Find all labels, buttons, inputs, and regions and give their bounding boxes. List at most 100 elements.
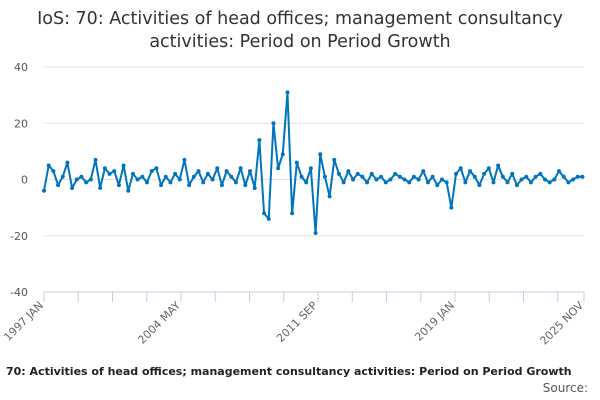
data-point: [140, 174, 145, 179]
x-tick-label: 2019 JAN: [412, 299, 457, 344]
y-axis: 40 20 0 -20 -40: [10, 61, 28, 299]
data-point: [552, 177, 557, 182]
data-point: [149, 169, 154, 174]
data-point: [276, 166, 281, 171]
data-point: [266, 216, 271, 221]
data-point: [187, 183, 192, 188]
data-point: [561, 174, 566, 179]
data-point: [135, 177, 140, 182]
data-point: [468, 169, 473, 174]
data-point: [411, 174, 416, 179]
data-point: [454, 171, 459, 176]
data-point: [154, 166, 159, 171]
data-point: [238, 166, 243, 171]
x-tick-label: 2004 MAY: [135, 299, 183, 347]
data-point: [294, 160, 299, 165]
data-point: [201, 180, 206, 185]
data-point: [575, 174, 580, 179]
x-tick-label: 2011 SEP: [274, 299, 320, 345]
data-point: [336, 171, 341, 176]
data-point: [416, 177, 421, 182]
data-point: [93, 157, 98, 162]
y-tick-label: 0: [21, 174, 28, 187]
data-point: [566, 180, 571, 185]
data-point: [542, 177, 547, 182]
data-point: [346, 169, 351, 174]
data-point: [257, 138, 262, 143]
chart-subtitle: 70: Activities of head offices; manageme…: [6, 365, 572, 378]
data-point: [510, 171, 515, 176]
data-point: [341, 180, 346, 185]
data-point: [313, 230, 318, 235]
data-point: [533, 174, 538, 179]
data-point: [74, 177, 79, 182]
data-point: [252, 185, 257, 190]
data-point: [219, 183, 224, 188]
data-point: [65, 160, 70, 165]
data-point: [70, 185, 75, 190]
data-point: [519, 177, 524, 182]
data-point: [56, 183, 61, 188]
data-point: [369, 171, 374, 176]
data-point: [458, 166, 463, 171]
data-point: [360, 174, 365, 179]
data-point: [229, 174, 234, 179]
x-axis: 1997 JAN 2004 MAY 2011 SEP 2019 JAN 2025 NOV: [1, 291, 587, 348]
data-point: [215, 166, 220, 171]
data-point: [322, 174, 327, 179]
data-point: [444, 180, 449, 185]
source-label: Source:: [542, 381, 588, 395]
data-point: [383, 180, 388, 185]
y-tick-label: -40: [10, 286, 28, 299]
data-point: [496, 163, 501, 168]
data-point: [102, 166, 107, 171]
series-line: [42, 90, 585, 235]
data-point: [271, 121, 276, 126]
data-point: [327, 194, 332, 199]
data-point: [486, 166, 491, 171]
data-point: [439, 177, 444, 182]
data-point: [355, 171, 360, 176]
data-point: [196, 169, 201, 174]
data-point: [79, 174, 84, 179]
data-point: [421, 169, 426, 174]
data-point: [449, 205, 454, 210]
data-point: [84, 180, 89, 185]
data-point: [98, 185, 103, 190]
data-point: [407, 180, 412, 185]
data-point: [163, 174, 168, 179]
data-point: [528, 180, 533, 185]
data-point: [182, 157, 187, 162]
data-point: [233, 180, 238, 185]
data-point: [60, 174, 65, 179]
data-point: [374, 177, 379, 182]
data-point: [243, 183, 248, 188]
data-point: [285, 90, 290, 95]
data-point: [107, 171, 112, 176]
data-point: [308, 166, 313, 171]
data-point: [224, 169, 229, 174]
data-point: [290, 211, 295, 216]
data-point: [126, 188, 131, 193]
data-point: [477, 183, 482, 188]
data-point: [332, 157, 337, 162]
data-point: [88, 177, 93, 182]
data-point: [191, 174, 196, 179]
data-point: [177, 177, 182, 182]
data-point: [304, 180, 309, 185]
data-point: [210, 177, 215, 182]
data-point: [388, 177, 393, 182]
data-point: [402, 177, 407, 182]
data-point: [538, 171, 543, 176]
data-point: [46, 163, 51, 168]
x-tick-label: 2025 NOV: [538, 299, 587, 348]
data-point: [42, 188, 46, 193]
y-tick-label: 20: [14, 117, 28, 130]
chart-title: IoS: 70: Activities of head offices; man…: [37, 9, 563, 52]
data-point: [430, 174, 435, 179]
series-line-path: [43, 91, 583, 234]
y-tick-label: 40: [14, 61, 28, 74]
data-point: [524, 174, 529, 179]
data-point: [491, 180, 496, 185]
